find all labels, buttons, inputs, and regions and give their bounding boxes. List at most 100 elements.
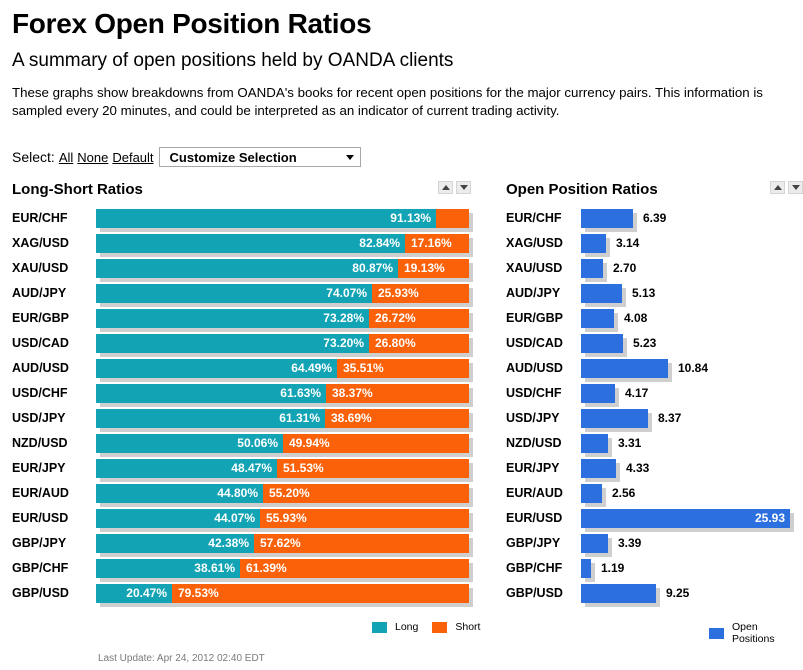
customize-selection-label: Customize Selection [169,149,297,165]
short-bar-usd-chf[interactable] [326,384,469,403]
long-value-label: 91.13% [390,211,431,225]
long-bar-eur-gbp[interactable] [96,309,369,328]
pair-label-eur-chf: EUR/CHF [12,211,68,225]
pair-label-xau-usd: XAU/USD [506,261,563,275]
sort-ascending-icon[interactable] [438,181,453,194]
short-bar-eur-aud[interactable] [263,484,469,503]
legend-label-open-positions: Open Positions [731,621,775,645]
pair-label-aud-jpy: AUD/JPY [12,286,67,300]
open-position-chart-title: Open Position Ratios [506,181,658,198]
customize-selection-dropdown[interactable]: Customize Selection [158,147,361,167]
short-value-label: 57.62% [260,536,301,550]
open-position-bar-aud-usd[interactable] [581,359,668,378]
open-position-bar-xau-usd[interactable] [581,259,603,278]
short-bar-aud-usd[interactable] [337,359,469,378]
open-position-bar-usd-cad[interactable] [581,334,623,353]
pair-label-usd-chf: USD/CHF [506,386,562,400]
pair-label-eur-jpy: EUR/JPY [12,461,66,475]
pair-label-usd-cad: USD/CAD [506,336,563,350]
open-position-bar-eur-chf[interactable] [581,209,633,228]
long-bar-xau-usd[interactable] [96,259,398,278]
open-position-value-label: 5.13 [632,286,656,300]
long-short-sort-controls [438,181,471,194]
open-position-bar-nzd-usd[interactable] [581,434,608,453]
open-position-bar-gbp-jpy[interactable] [581,534,608,553]
open-position-value-label: 2.56 [612,486,636,500]
short-bar-eur-jpy[interactable] [277,459,469,478]
open-position-bar-usd-jpy[interactable] [581,409,648,428]
long-value-label: 44.07% [214,511,255,525]
long-bar-usd-chf[interactable] [96,384,326,403]
long-bar-gbp-chf[interactable] [96,559,240,578]
select-default-link[interactable]: Default [112,149,154,165]
pair-label-usd-jpy: USD/JPY [506,411,560,425]
open-position-bar-usd-chf[interactable] [581,384,615,403]
long-value-label: 38.61% [194,561,235,575]
open-position-value-label: 4.33 [626,461,650,475]
short-bar-eur-gbp[interactable] [369,309,469,328]
open-position-bar-eur-aud[interactable] [581,484,602,503]
open-position-value-label: 4.17 [625,386,649,400]
long-bar-usd-cad[interactable] [96,334,369,353]
short-bar-gbp-usd[interactable] [172,584,469,603]
short-bar-eur-usd[interactable] [260,509,469,528]
pair-label-aud-usd: AUD/USD [506,361,563,375]
long-bar-eur-aud[interactable] [96,484,263,503]
long-bar-gbp-usd[interactable] [96,584,172,603]
long-bar-eur-chf[interactable] [96,209,436,228]
select-none-link[interactable]: None [77,149,109,165]
open-position-value-label: 1.19 [601,561,625,575]
short-bar-gbp-chf[interactable] [240,559,469,578]
short-bar-aud-jpy[interactable] [372,284,469,303]
short-bar-eur-chf[interactable] [436,209,469,228]
short-bar-xau-usd[interactable] [398,259,469,278]
open-position-value-label: 3.14 [616,236,640,250]
page-subtitle: A summary of open positions held by OAND… [12,50,454,71]
long-bar-eur-jpy[interactable] [96,459,277,478]
open-position-bar-eur-jpy[interactable] [581,459,616,478]
long-bar-xag-usd[interactable] [96,234,405,253]
open-position-bar-xag-usd[interactable] [581,234,606,253]
long-bar-nzd-usd[interactable] [96,434,283,453]
open-position-bar-gbp-chf[interactable] [581,559,591,578]
open-position-legend: Open Positions [709,621,803,645]
short-value-label: 26.80% [375,336,416,350]
sort-descending-icon[interactable] [788,181,803,194]
open-position-bar-gbp-usd[interactable] [581,584,656,603]
pair-label-xag-usd: XAG/USD [12,236,69,250]
short-bar-usd-jpy[interactable] [325,409,469,428]
long-value-label: 74.07% [326,286,367,300]
short-value-label: 35.51% [343,361,384,375]
short-value-label: 38.37% [332,386,373,400]
long-value-label: 42.38% [208,536,249,550]
open-position-value-label: 3.31 [618,436,642,450]
open-position-bar-eur-usd[interactable] [581,509,790,528]
long-bar-aud-usd[interactable] [96,359,337,378]
short-bar-nzd-usd[interactable] [283,434,469,453]
open-position-value-label: 4.08 [624,311,648,325]
short-bar-usd-cad[interactable] [369,334,469,353]
select-row: Select: All None Default Customize Selec… [12,146,361,168]
pair-label-aud-jpy: AUD/JPY [506,286,561,300]
short-bar-gbp-jpy[interactable] [254,534,469,553]
long-bar-gbp-jpy[interactable] [96,534,254,553]
long-bar-eur-usd[interactable] [96,509,260,528]
short-value-label: 51.53% [283,461,324,475]
long-value-label: 82.84% [359,236,400,250]
open-position-bar-eur-gbp[interactable] [581,309,614,328]
page-description: These graphs show breakdowns from OANDA'… [12,85,763,118]
long-bar-aud-jpy[interactable] [96,284,372,303]
sort-ascending-icon[interactable] [770,181,785,194]
short-value-label: 25.93% [378,286,419,300]
legend-label-long: Long [395,621,419,633]
pair-label-gbp-jpy: GBP/JPY [12,536,67,550]
last-update-text: Last Update: Apr 24, 2012 02:40 EDT [98,653,265,664]
sort-descending-icon[interactable] [456,181,471,194]
select-all-link[interactable]: All [58,149,74,165]
short-bar-xag-usd[interactable] [405,234,469,253]
short-value-label: 55.93% [266,511,307,525]
open-position-value-label: 2.70 [613,261,637,275]
open-position-bar-aud-jpy[interactable] [581,284,622,303]
long-bar-usd-jpy[interactable] [96,409,325,428]
short-value-label: 17.16% [411,236,452,250]
